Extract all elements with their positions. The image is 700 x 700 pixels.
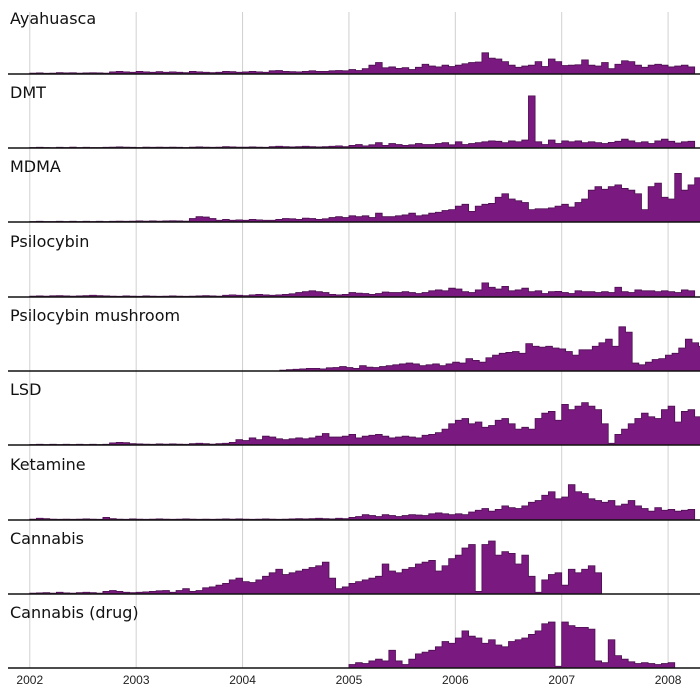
- panel-lsd: LSD: [8, 380, 700, 446]
- area-dmt: [29, 95, 696, 149]
- panel-label-lsd: LSD: [10, 380, 41, 399]
- panel-cannabis: Cannabis: [8, 529, 700, 595]
- panel-cannabis-drug: Cannabis (drug): [8, 603, 700, 669]
- panel-psilocybin-mushroom: Psilocybin mushroom: [8, 306, 700, 372]
- area-ayahuasca: [29, 52, 696, 75]
- x-tick-2003: 2003: [123, 673, 150, 687]
- x-tick-2006: 2006: [442, 673, 469, 687]
- panel-label-ketamine: Ketamine: [10, 455, 86, 474]
- panel-label-ayahuasca: Ayahuasca: [10, 9, 96, 28]
- x-tick-2002: 2002: [16, 673, 43, 687]
- x-tick-2007: 2007: [548, 673, 575, 687]
- panel-mdma: MDMA: [8, 157, 700, 223]
- x-tick-2005: 2005: [336, 673, 363, 687]
- area-ketamine: [29, 484, 696, 521]
- panel-label-cannabis-drug: Cannabis (drug): [10, 603, 139, 622]
- panel-ayahuasca: Ayahuasca: [8, 9, 700, 75]
- area-lsd: [29, 402, 700, 446]
- year-gridlines: [29, 12, 669, 668]
- panel-label-dmt: DMT: [10, 83, 46, 102]
- x-tick-2004: 2004: [229, 673, 256, 687]
- area-mdma: [29, 173, 700, 223]
- area-psilocybin-mushroom: [279, 326, 700, 372]
- panel-psilocybin: Psilocybin: [8, 232, 700, 298]
- area-psilocybin: [29, 282, 696, 298]
- panel-label-psilocybin-mushroom: Psilocybin mushroom: [10, 306, 180, 325]
- panel-ketamine: Ketamine: [8, 455, 700, 521]
- x-axis: 2002 2003 2004 2005 2006 2007 2008: [16, 673, 681, 687]
- panel-dmt: DMT: [8, 83, 700, 149]
- x-tick-2008: 2008: [655, 673, 682, 687]
- chart-panels: Ayahuasca DMT MDMA Psilocybin Psilocybin mus…: [8, 9, 700, 669]
- area-cannabis: [29, 540, 602, 595]
- area-cannabis-drug: [348, 621, 676, 669]
- panel-label-mdma: MDMA: [10, 157, 61, 176]
- panel-label-cannabis: Cannabis: [10, 529, 84, 548]
- panel-label-psilocybin: Psilocybin: [10, 232, 89, 251]
